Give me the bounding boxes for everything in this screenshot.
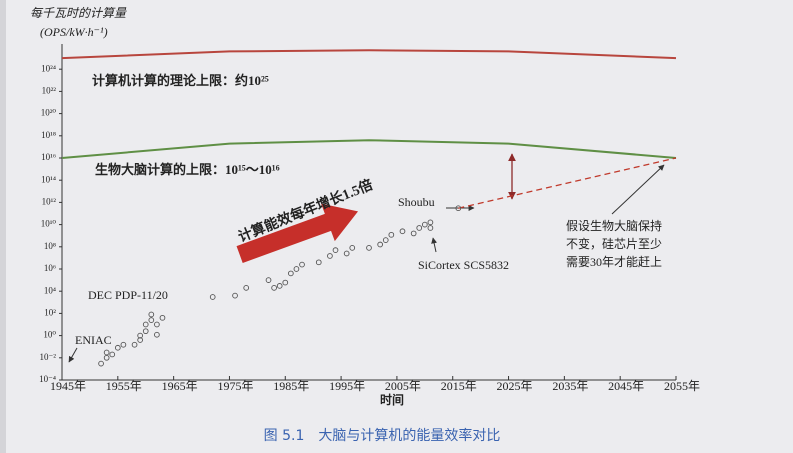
point: [120, 341, 127, 348]
point: [98, 360, 104, 367]
point: [103, 349, 110, 356]
x-tick-label: 2005年: [385, 379, 421, 393]
point: [421, 221, 428, 228]
y-tick-label: 10⁻²: [40, 352, 57, 362]
annotation: 不变，硅芯片至少: [566, 236, 662, 251]
y-tick-label: 10¹⁰: [41, 219, 57, 229]
dashed-line: [458, 157, 677, 209]
y-tick-label: 10⁴: [44, 285, 56, 295]
point: [427, 225, 434, 231]
page-shadow: [0, 0, 6, 453]
note-arrow: [611, 164, 665, 215]
point: [455, 205, 462, 212]
point: [343, 250, 350, 257]
sicortex-arrow: [431, 237, 438, 253]
point: [243, 285, 250, 291]
point: [232, 292, 238, 299]
point: [142, 321, 149, 328]
point: [154, 321, 160, 328]
x-tick-label: 1975年: [217, 379, 253, 393]
point: [271, 285, 277, 291]
y-tick-label: 10¹⁶: [41, 152, 56, 162]
line: [61, 139, 677, 159]
annotation: SiCortex SCS5832: [418, 258, 509, 272]
point: [327, 253, 333, 259]
point: [288, 270, 294, 277]
annotation: ENIAC: [75, 333, 112, 347]
point: [416, 225, 423, 231]
annotation: 生物大脑计算的上限：10¹⁵～10¹⁶: [95, 162, 280, 177]
point: [399, 228, 406, 235]
y-tick-label: 10⁻⁴: [39, 374, 56, 384]
point: [103, 354, 110, 361]
y-tick-label: 10²⁰: [41, 108, 57, 118]
axes: [61, 44, 676, 381]
point: [148, 311, 155, 318]
point: [137, 332, 143, 339]
x-tick-label: 1965年: [162, 379, 198, 393]
point: [332, 247, 339, 253]
point: [209, 294, 216, 300]
point: [276, 283, 283, 289]
y-tick-label: 10⁶: [44, 263, 56, 273]
point: [366, 245, 372, 251]
point: [427, 219, 434, 226]
point: [388, 231, 395, 238]
x-tick-label: 1955年: [106, 379, 142, 393]
point: [299, 261, 305, 268]
y-tick-label: 10⁸: [44, 241, 56, 251]
x-tick-label: 1945年: [50, 379, 86, 393]
point: [142, 328, 149, 335]
annotation: 假设生物大脑保持: [566, 218, 662, 233]
x-tick-label: 2015年: [441, 379, 477, 393]
annotation: DEC PDP-11/20: [88, 288, 168, 302]
y-tick-label: 10²²: [42, 85, 57, 95]
y-tick-label: 10¹²: [42, 196, 57, 206]
x-tick-label: 2035年: [552, 379, 588, 393]
point: [382, 237, 389, 243]
x-tick-label: 1995年: [329, 379, 365, 393]
x-tick-label: 1985年: [273, 379, 309, 393]
point: [114, 344, 121, 351]
figure-caption: 图 5.1 大脑与计算机的能量效率对比: [264, 427, 501, 444]
point: [131, 341, 138, 348]
y-tick-label: 10¹⁸: [41, 130, 56, 140]
point: [282, 279, 289, 286]
growth-arrow: [236, 203, 359, 263]
point: [154, 331, 160, 338]
point: [265, 277, 272, 283]
x-tick-label: 2055年: [664, 379, 700, 393]
point: [410, 230, 417, 237]
y-tick-label: 10²: [44, 307, 56, 317]
point: [349, 245, 356, 251]
x-axis-title: 时间: [380, 392, 404, 407]
annotation: 需要30年才能赶上: [566, 255, 662, 269]
y-tick-label: 10¹⁴: [41, 174, 56, 184]
point: [159, 314, 166, 321]
point: [377, 241, 384, 248]
x-tick-label: 2025年: [497, 379, 533, 393]
point: [315, 259, 322, 266]
eniac-arrow: [68, 347, 78, 363]
point: [148, 317, 155, 323]
point: [109, 351, 116, 358]
annotation: 计算机计算的理论上限：约10²⁵: [92, 73, 269, 88]
y-tick-label: 10⁰: [43, 330, 56, 340]
y-axis-unit: (OPS/kW·h⁻¹): [40, 25, 108, 39]
point: [293, 266, 300, 272]
line: [61, 49, 677, 60]
y-axis-title: 每千瓦时的计算量: [30, 6, 127, 20]
x-tick-label: 2045年: [608, 379, 644, 393]
annotation: Shoubu: [398, 195, 435, 209]
y-tick-label: 10²⁴: [41, 63, 56, 73]
